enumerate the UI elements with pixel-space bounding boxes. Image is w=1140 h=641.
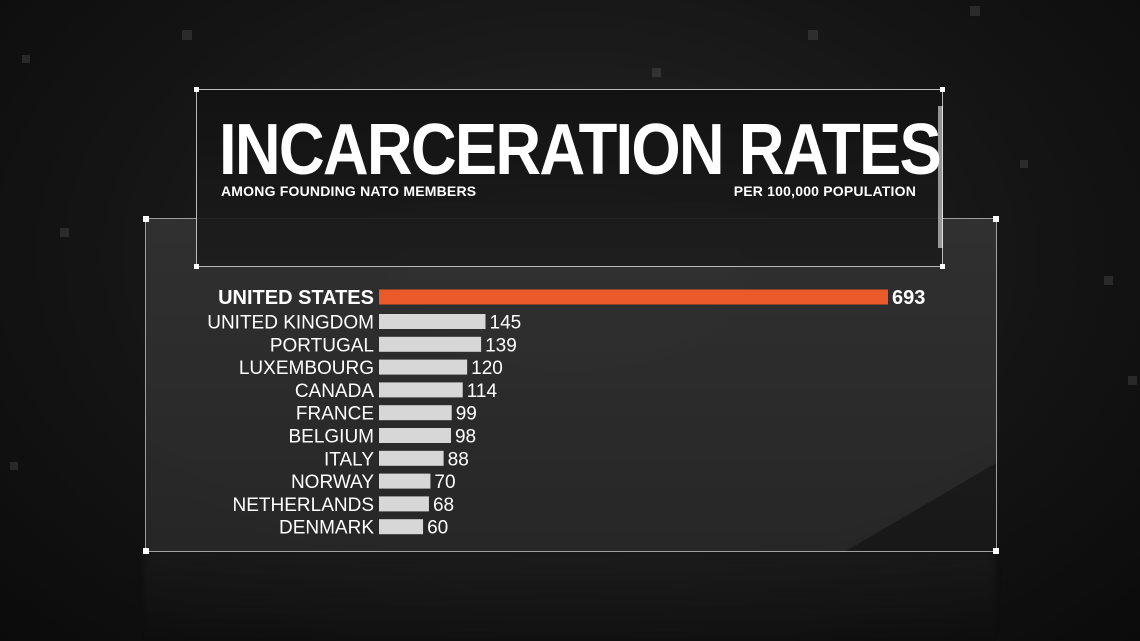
- panel-corner: [940, 87, 945, 92]
- panel-reflection: [145, 552, 995, 641]
- category-label: BELGIUM: [288, 427, 374, 448]
- bar: [379, 450, 444, 466]
- bar-highlight: [379, 289, 888, 305]
- bar: [379, 473, 431, 489]
- bar: [379, 359, 468, 375]
- background-speck: [60, 228, 69, 237]
- value-label: 114: [467, 381, 498, 402]
- panel-corner: [194, 87, 199, 92]
- category-label: NETHERLANDS: [233, 495, 374, 516]
- background-speck: [1128, 376, 1137, 385]
- panel-edge-bar: [938, 106, 943, 248]
- panel-corner: [993, 216, 999, 222]
- title-panel: INCARCERATION RATES AMONG FOUNDING NATO …: [194, 87, 945, 269]
- value-label: 68: [433, 495, 454, 516]
- category-label: DENMARK: [279, 518, 374, 539]
- category-label: UNITED KINGDOM: [207, 313, 374, 334]
- bar: [379, 496, 429, 512]
- category-label: NORWAY: [291, 472, 374, 493]
- value-label: 98: [455, 427, 476, 448]
- value-label: 693: [892, 287, 925, 309]
- bar: [379, 382, 463, 398]
- panel-corner: [194, 264, 199, 269]
- category-label: CANADA: [295, 381, 375, 402]
- background-speck: [1020, 160, 1028, 168]
- panel-corner: [940, 264, 945, 269]
- panel-corner: [143, 216, 149, 222]
- panel-corner: [993, 548, 999, 554]
- value-label: 88: [448, 449, 469, 470]
- value-label: 120: [471, 358, 503, 379]
- bar: [379, 519, 424, 535]
- bar: [379, 314, 486, 329]
- value-label: 139: [485, 335, 517, 356]
- value-label: 99: [456, 404, 477, 425]
- chart-title: INCARCERATION RATES: [219, 110, 942, 190]
- background-speck: [970, 6, 980, 16]
- background-speck: [652, 68, 661, 77]
- panel-corner: [143, 548, 149, 554]
- background-speck: [10, 462, 18, 470]
- chart-unit-note: PER 100,000 POPULATION: [733, 183, 916, 199]
- category-label: PORTUGAL: [270, 335, 374, 356]
- bar: [379, 336, 482, 352]
- category-label: LUXEMBOURG: [239, 358, 374, 379]
- background-speck: [1104, 276, 1113, 285]
- category-label: UNITED STATES: [218, 287, 374, 309]
- chart-subtitle: AMONG FOUNDING NATO MEMBERS: [221, 183, 477, 199]
- panel-sheen: [846, 463, 996, 551]
- category-label: ITALY: [324, 449, 374, 470]
- value-label: 145: [490, 313, 522, 334]
- background-speck: [22, 55, 30, 63]
- bar: [379, 428, 451, 443]
- value-label: 70: [434, 472, 455, 493]
- chart-panel: [143, 216, 999, 554]
- background-speck: [182, 30, 192, 40]
- background-speck: [808, 30, 818, 40]
- value-label: 60: [427, 518, 448, 539]
- category-label: FRANCE: [296, 404, 374, 425]
- bar: [379, 405, 452, 421]
